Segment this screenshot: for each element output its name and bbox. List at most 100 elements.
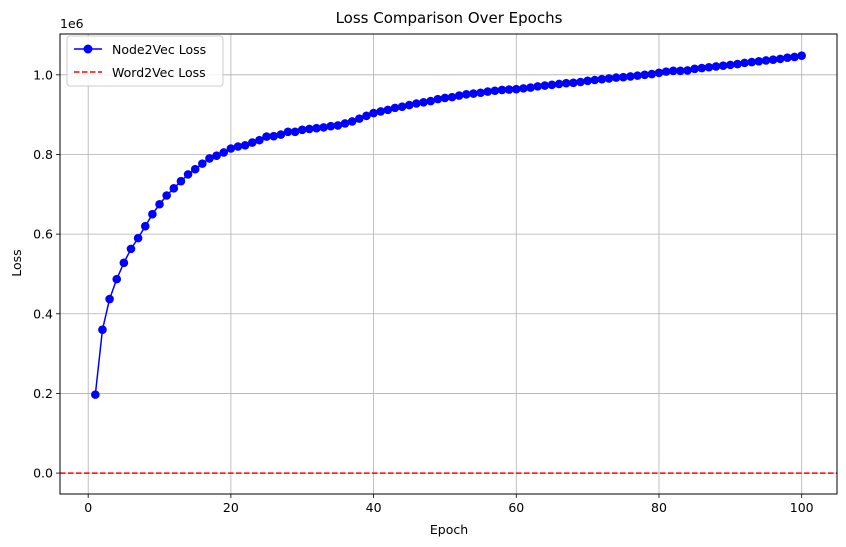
node2vec-loss-point: [333, 121, 343, 130]
node2vec-loss-point: [183, 170, 193, 179]
node2vec-loss-point: [326, 121, 336, 131]
node2vec-loss-point: [255, 135, 264, 145]
node2vec-loss-point: [697, 63, 707, 73]
x-tick-label: 40: [366, 500, 382, 515]
node2vec-loss-point: [633, 71, 642, 80]
node2vec-loss-point: [768, 55, 778, 64]
node2vec-loss-point: [790, 52, 799, 62]
node2vec-loss-point: [447, 92, 457, 102]
x-tick-label: 20: [223, 500, 239, 515]
node2vec-loss-point: [269, 131, 278, 141]
node2vec-loss-point: [554, 79, 564, 89]
node2vec-loss-point: [611, 73, 621, 82]
node2vec-loss-point: [105, 294, 114, 304]
node2vec-loss-point: [369, 108, 378, 118]
node2vec-loss-point: [547, 80, 557, 90]
y-tick-label: 0.4: [33, 306, 53, 321]
node2vec-loss-point: [290, 127, 300, 137]
x-tick-label: 80: [651, 500, 667, 515]
node2vec-loss-point: [661, 67, 671, 76]
node2vec-loss-point: [490, 86, 500, 96]
node2vec-loss-point: [569, 78, 578, 88]
node2vec-loss-point: [740, 58, 749, 68]
node2vec-loss-point: [91, 390, 100, 399]
node2vec-loss-point: [590, 75, 600, 85]
node2vec-loss-point: [383, 105, 393, 115]
y-axis-ticks: 0.0 0.2 0.4 0.6 0.8 1.0: [33, 67, 60, 481]
node2vec-loss-point: [533, 82, 542, 91]
node2vec-loss-point: [412, 99, 421, 108]
node2vec-loss-point: [426, 96, 435, 106]
node2vec-loss-point: [347, 117, 357, 126]
node2vec-loss-point: [511, 84, 521, 94]
node2vec-loss-point: [126, 244, 136, 254]
node2vec-loss-point: [683, 66, 692, 75]
y-tick-label: 0.6: [33, 227, 53, 242]
node2vec-loss-point: [169, 184, 179, 193]
legend: Node2Vec Loss Word2Vec Loss: [66, 35, 224, 87]
node2vec-loss-point: [483, 87, 493, 96]
node2vec-loss-point: [362, 111, 371, 121]
y-tick-label: 0.0: [33, 466, 53, 481]
node2vec-loss-point: [783, 53, 792, 62]
legend-word2vec-label: Word2Vec Loss: [112, 65, 206, 80]
node2vec-loss-point: [419, 98, 428, 107]
x-tick-label: 100: [790, 500, 814, 515]
node2vec-loss-point: [312, 123, 321, 133]
node2vec-loss-point: [754, 56, 764, 66]
node2vec-loss-point: [319, 123, 328, 132]
node2vec-loss-point: [219, 148, 229, 157]
legend-node2vec-label: Node2Vec Loss: [112, 42, 206, 57]
series-layer: [91, 51, 806, 399]
node2vec-loss-point: [797, 51, 806, 61]
legend-box: [66, 35, 224, 87]
x-axis-label: Epoch: [430, 522, 468, 537]
node2vec-loss-point: [726, 60, 735, 70]
node2vec-loss-point: [690, 64, 699, 74]
node2vec-loss-point: [305, 124, 314, 134]
node2vec-loss-point: [733, 59, 742, 69]
node2vec-loss-point: [390, 103, 400, 113]
y-tick-label: 1.0: [33, 67, 53, 82]
node2vec-loss-point: [504, 85, 514, 94]
plot-area-frame: [59, 33, 838, 495]
node2vec-loss-point: [597, 74, 607, 84]
node2vec-loss-point: [540, 81, 550, 90]
node2vec-loss-point: [283, 127, 293, 137]
node2vec-loss-point: [704, 62, 714, 72]
node2vec-loss-point: [626, 72, 635, 81]
node2vec-loss-point: [176, 176, 186, 186]
legend-node2vec-marker: [83, 44, 93, 54]
node2vec-loss-point: [647, 69, 657, 79]
node2vec-loss-point: [162, 191, 171, 200]
y-tick-label: 0.8: [33, 147, 53, 162]
x-axis-ticks: 0 20 40 60 80 100: [84, 494, 814, 515]
node2vec-loss-point: [761, 56, 771, 65]
node2vec-loss-point: [433, 94, 443, 104]
node2vec-loss-point: [198, 159, 207, 168]
node2vec-loss-point: [140, 221, 150, 231]
node2vec-loss-point: [397, 102, 407, 111]
node2vec-loss-point: [133, 233, 143, 243]
node2vec-loss-point: [190, 164, 200, 174]
node2vec-loss-point: [212, 151, 221, 160]
node2vec-loss-point: [469, 89, 478, 98]
node2vec-loss-point: [668, 66, 678, 76]
node2vec-loss-point: [583, 76, 592, 86]
node2vec-loss-point: [775, 54, 785, 64]
node2vec-loss-point: [148, 209, 157, 219]
node2vec-loss-point: [404, 100, 414, 110]
node2vec-loss-point: [747, 57, 757, 67]
node2vec-loss-point: [376, 107, 386, 116]
node2vec-loss-point: [454, 91, 464, 100]
node2vec-loss-point: [226, 144, 236, 153]
chart-title: Loss Comparison Over Epochs: [336, 9, 563, 27]
node2vec-loss-point: [98, 325, 107, 335]
node2vec-loss-point: [640, 70, 650, 80]
node2vec-loss-point: [340, 119, 350, 128]
node2vec-loss-point: [247, 138, 257, 147]
node2vec-loss-point: [654, 68, 664, 78]
node2vec-loss-point: [240, 141, 250, 150]
node2vec-loss-point: [262, 132, 271, 141]
